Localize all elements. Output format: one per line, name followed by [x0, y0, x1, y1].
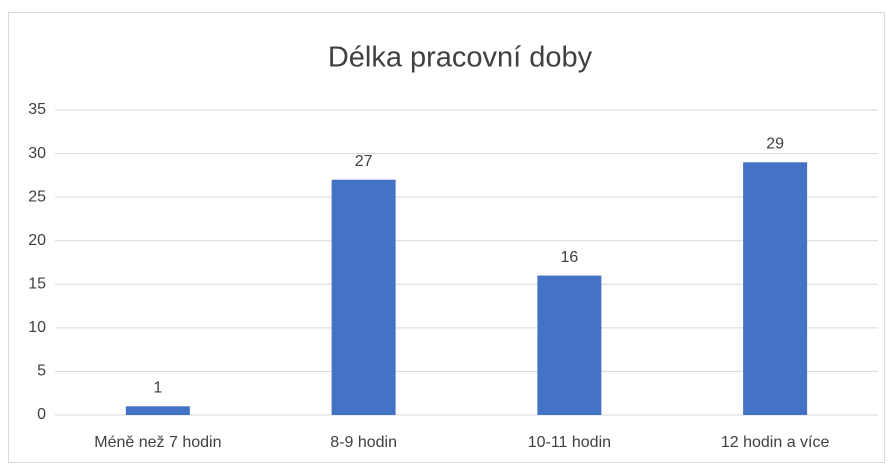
x-tick-label: Méně než 7 hodin: [94, 434, 221, 451]
data-label: 1: [153, 380, 162, 397]
bar: [537, 275, 602, 415]
x-tick-label: 10-11 hodin: [528, 434, 611, 451]
data-label: 29: [766, 136, 784, 153]
y-tick-label: 30: [28, 145, 46, 162]
data-label: 16: [560, 249, 578, 266]
y-tick-label: 5: [37, 363, 46, 380]
y-tick-label: 20: [28, 232, 46, 249]
x-tick-label: 12 hodin a více: [721, 434, 830, 451]
y-tick-label: 0: [37, 406, 46, 423]
chart-title: Délka pracovní doby: [328, 42, 593, 74]
bar: [743, 162, 808, 415]
chart-border: [8, 12, 885, 463]
y-tick-label: 25: [28, 188, 46, 205]
x-tick-label: 8-9 hodin: [330, 434, 397, 451]
bar: [331, 179, 396, 415]
data-label: 27: [355, 153, 373, 170]
bar: [125, 406, 190, 415]
y-tick-label: 35: [28, 101, 46, 118]
y-tick-label: 15: [28, 276, 46, 293]
y-tick-label: 10: [28, 319, 46, 336]
